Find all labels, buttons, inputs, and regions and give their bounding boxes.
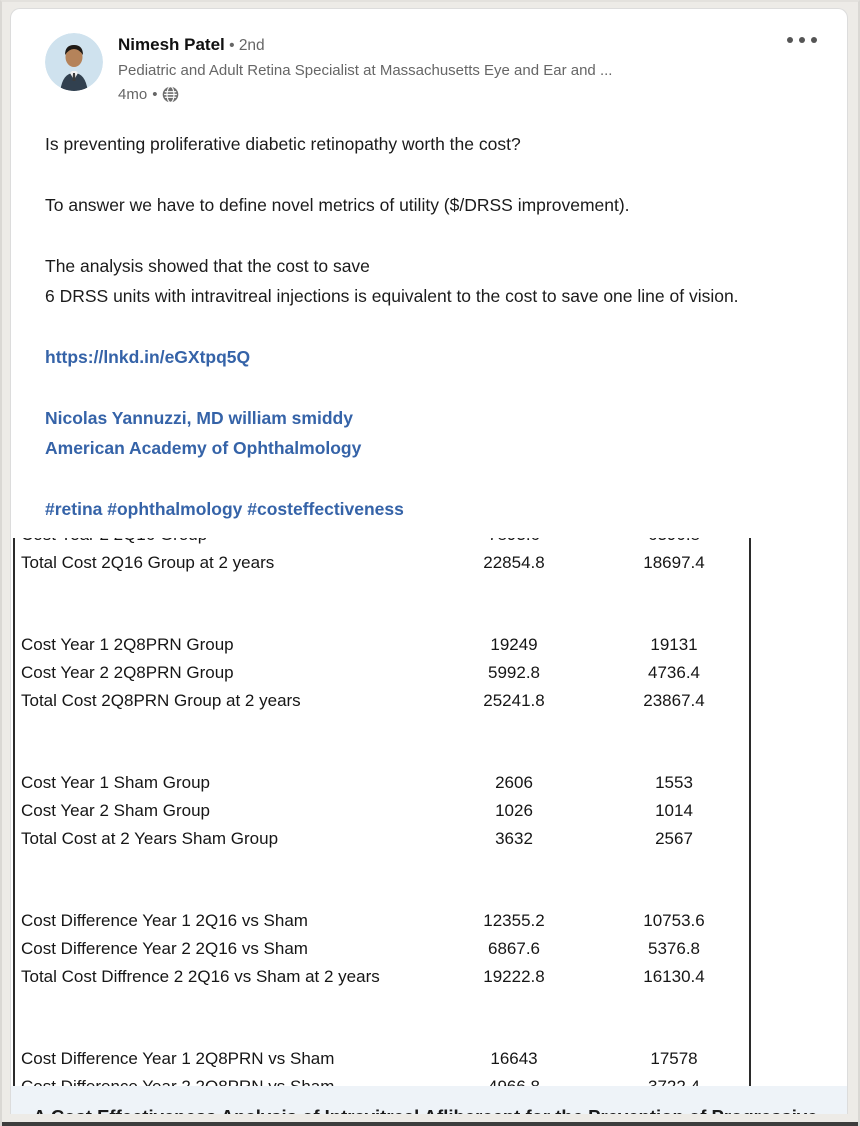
table-left-border	[13, 538, 15, 1086]
row-value-2: 3722.4	[589, 1073, 759, 1086]
post-age: 4mo	[118, 86, 148, 103]
mention-link[interactable]: Nicolas Yannuzzi, MD william smiddy	[45, 408, 353, 428]
hashtags[interactable]: #retina #ophthalmology #costeffectivenes…	[45, 499, 404, 519]
row-label: Total Cost at 2 Years Sham Group	[21, 829, 279, 848]
avatar-image	[45, 33, 103, 91]
row-value-1: 19222.8	[483, 967, 545, 986]
table-row: Total Cost Diffrence 2 2Q16 vs Sham at 2…	[11, 963, 847, 991]
time-separator: •	[152, 86, 158, 103]
table-row	[11, 715, 847, 742]
short-link[interactable]: https://lnkd.in/eGXtpq5Q	[45, 347, 251, 367]
table-row: Cost Year 2 2Q8PRN Group 5992.8 4736.4	[11, 659, 847, 687]
row-label: Cost Year 2 2Q16 Group	[11, 538, 439, 549]
screenshot-bottom-border	[2, 1122, 858, 1126]
row-value-2: 18697.4	[643, 553, 705, 572]
table-row	[11, 991, 847, 1018]
post-time-line: 4mo •	[118, 86, 612, 103]
table-row: Cost Difference Year 2 2Q16 vs Sham 6867.…	[11, 935, 847, 963]
avatar[interactable]	[45, 33, 103, 91]
table-right-border	[749, 538, 751, 1086]
row-value-1: 4966.8	[439, 1073, 589, 1086]
post-text: Is preventing proliferative diabetic ret…	[11, 103, 847, 524]
row-label: Cost Year 2 Sham Group	[21, 801, 211, 820]
row-value-1: 3632	[495, 829, 533, 848]
article-title[interactable]: A Cost Effectiveness Analysis of Intravi…	[33, 1102, 823, 1114]
row-label: Cost Year 2 2Q8PRN Group	[21, 663, 234, 682]
row-label: Cost Difference Year 1 2Q16 vs Sham	[21, 911, 308, 930]
mention-link[interactable]: American Academy of Ophthalmology	[45, 438, 362, 458]
row-label: Cost Year 1 2Q8PRN Group	[21, 635, 234, 654]
table-row: Cost Year 2 Sham Group 1026 1014	[11, 797, 847, 825]
post-paragraph: To answer we have to define novel metric…	[45, 195, 630, 215]
row-value-2: 16130.4	[643, 967, 705, 986]
row-label: Total Cost Diffrence 2 2Q16 vs Sham at 2…	[21, 967, 380, 986]
row-value-1: 6867.6	[488, 939, 540, 958]
author-name[interactable]: Nimesh Patel	[118, 35, 225, 54]
table-row: Cost Difference Year 1 2Q8PRN vs Sham 166…	[11, 1045, 847, 1073]
row-value-2: 17578	[650, 1049, 698, 1068]
author-headline: Pediatric and Adult Retina Specialist at…	[118, 62, 613, 79]
overflow-menu-icon[interactable]	[781, 31, 823, 49]
table-row: Total Cost 2Q16 Group at 2 years 22854.8 1…	[11, 549, 847, 577]
table-row: Cost Year 1 2Q8PRN Group 19249 19131	[11, 631, 847, 659]
table-row	[11, 853, 847, 880]
header-text: Nimesh Patel • 2nd Pediatric and Adult R…	[118, 33, 612, 103]
row-value-1: 16643	[490, 1049, 538, 1068]
row-value-2: 5376.8	[648, 939, 700, 958]
linkedin-post-card: Nimesh Patel • 2nd Pediatric and Adult R…	[10, 8, 848, 1114]
article-preview-card[interactable]: A Cost Effectiveness Analysis of Intravi…	[11, 1086, 847, 1114]
row-label: Total Cost 2Q8PRN Group at 2 years	[21, 691, 301, 710]
connection-degree: • 2nd	[224, 37, 265, 54]
table-row: Cost Difference Year 1 2Q16 vs Sham 12355…	[11, 907, 847, 935]
row-value-2: 1014	[655, 801, 693, 820]
table-row: Total Cost 2Q8PRN Group at 2 years 25241.…	[11, 687, 847, 715]
table-row	[11, 1018, 847, 1045]
row-value-2: 19131	[650, 635, 698, 654]
row-value-2: 10753.6	[643, 911, 705, 930]
row-value-1: 2606	[495, 773, 533, 792]
row-value-1: 22854.8	[483, 553, 545, 572]
row-value-2: 23867.4	[643, 691, 705, 710]
post-paragraph: The analysis showed that the cost to sav…	[45, 256, 739, 306]
mentions-block: Nicolas Yannuzzi, MD william smiddy Ameri…	[45, 403, 817, 463]
table-row: Total Cost at 2 Years Sham Group 3632 2567	[11, 825, 847, 853]
row-value-2: 4736.4	[648, 663, 700, 682]
table-row: Cost Year 1 Sham Group 2606 1553	[11, 769, 847, 797]
table-row	[11, 577, 847, 604]
row-value-1: 5992.8	[488, 663, 540, 682]
table-row	[11, 880, 847, 907]
row-value-1: 7893.6	[439, 538, 589, 549]
row-label: Cost Difference Year 2 2Q16 vs Sham	[21, 939, 308, 958]
cost-table-image[interactable]: Cost Year 2 2Q16 Group7893.66390.8Total …	[11, 536, 847, 1086]
row-value-1: 1026	[495, 801, 533, 820]
post-paragraph: Is preventing proliferative diabetic ret…	[45, 134, 521, 154]
row-value-1: 25241.8	[483, 691, 545, 710]
author-name-line[interactable]: Nimesh Patel • 2nd	[118, 35, 612, 55]
post-header: Nimesh Patel • 2nd Pediatric and Adult R…	[11, 9, 847, 103]
row-value-2: 6390.8	[589, 538, 759, 549]
table-row	[11, 604, 847, 631]
row-value-2: 2567	[655, 829, 693, 848]
table-row: Cost Difference Year 2 2Q8PRN vs Sham496…	[11, 1073, 847, 1086]
globe-icon	[163, 86, 179, 103]
row-label: Cost Difference Year 1 2Q8PRN vs Sham	[21, 1049, 335, 1068]
table-row	[11, 742, 847, 769]
row-label: Cost Difference Year 2 2Q8PRN vs Sham	[11, 1073, 439, 1086]
row-label: Total Cost 2Q16 Group at 2 years	[21, 553, 275, 572]
row-label: Cost Year 1 Sham Group	[21, 773, 211, 792]
row-value-2: 1553	[655, 773, 693, 792]
row-value-1: 19249	[490, 635, 538, 654]
table-row: Cost Year 2 2Q16 Group7893.66390.8	[11, 538, 847, 549]
row-value-1: 12355.2	[483, 911, 545, 930]
